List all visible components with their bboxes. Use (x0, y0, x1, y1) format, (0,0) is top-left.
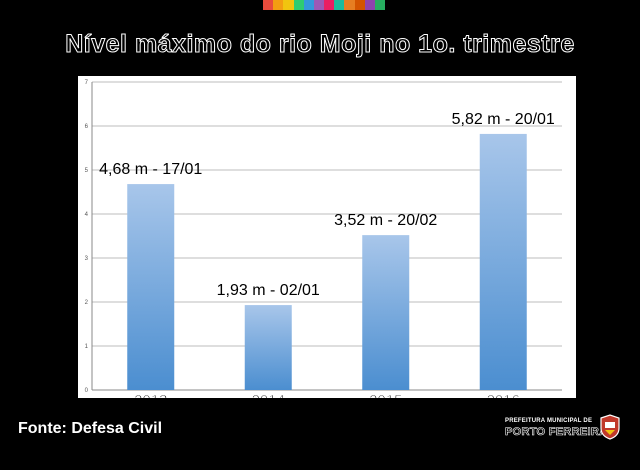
stripe-segment (374, 0, 386, 10)
y-tick-label: 6 (85, 124, 89, 130)
stripe-segment (344, 0, 355, 10)
bar-chart: 0 1 2 3 4 5 6 7 4,68 m - 17/01 2013 1,93 m - 02/01… (85, 80, 562, 409)
stripe-segment (283, 0, 294, 10)
stripe-segment (334, 0, 345, 10)
y-tick-label: 2 (85, 300, 89, 306)
x-tick-label: 2014 (252, 392, 285, 398)
stripe-segment (293, 0, 304, 10)
bar (244, 305, 292, 390)
bar (479, 133, 527, 391)
y-tick-label: 1 (85, 344, 89, 350)
data-label: 1,93 m - 02/01 (217, 282, 320, 299)
y-tick-label: 7 (85, 80, 89, 86)
stripe-segment (313, 0, 325, 10)
x-tick-label: 2015 (369, 392, 402, 398)
chart-area: 0 1 2 3 4 5 6 7 4,68 m - 17/01 2013 1,93 m - 02/01… (78, 76, 576, 409)
x-tick-label: 2016 (487, 392, 520, 398)
chart-title: Nível máximo do rio Moji no 1o. trimestr… (65, 30, 575, 59)
logo-line-1: PREFEITURA MUNICIPAL DE (505, 418, 593, 424)
stripe-segment (273, 0, 284, 10)
stripe-segment (354, 0, 365, 10)
city-hall-logo: PREFEITURA MUNICIPAL DE PORTO FERREIRA (505, 414, 625, 442)
y-tick-label: 0 (85, 388, 89, 394)
bar (127, 184, 175, 390)
x-tick-label: 2013 (134, 392, 167, 398)
stripe-segment (324, 0, 335, 10)
bar (362, 235, 410, 390)
logo-line-2: PORTO FERREIRA (505, 426, 608, 439)
y-tick-label: 3 (85, 256, 89, 262)
data-label: 5,82 m - 20/01 (452, 111, 555, 128)
crest-icon (600, 414, 620, 440)
y-tick-label: 4 (85, 212, 89, 218)
source-note: Fonte: Defesa Civil (18, 420, 163, 437)
stripe-segment (263, 0, 274, 10)
top-color-stripe (263, 0, 386, 10)
stripe-segment (303, 0, 314, 10)
data-label: 4,68 m - 17/01 (99, 161, 202, 178)
stripe-segment (364, 0, 375, 10)
data-label: 3,52 m - 20/02 (334, 212, 437, 229)
y-tick-label: 5 (85, 168, 89, 174)
